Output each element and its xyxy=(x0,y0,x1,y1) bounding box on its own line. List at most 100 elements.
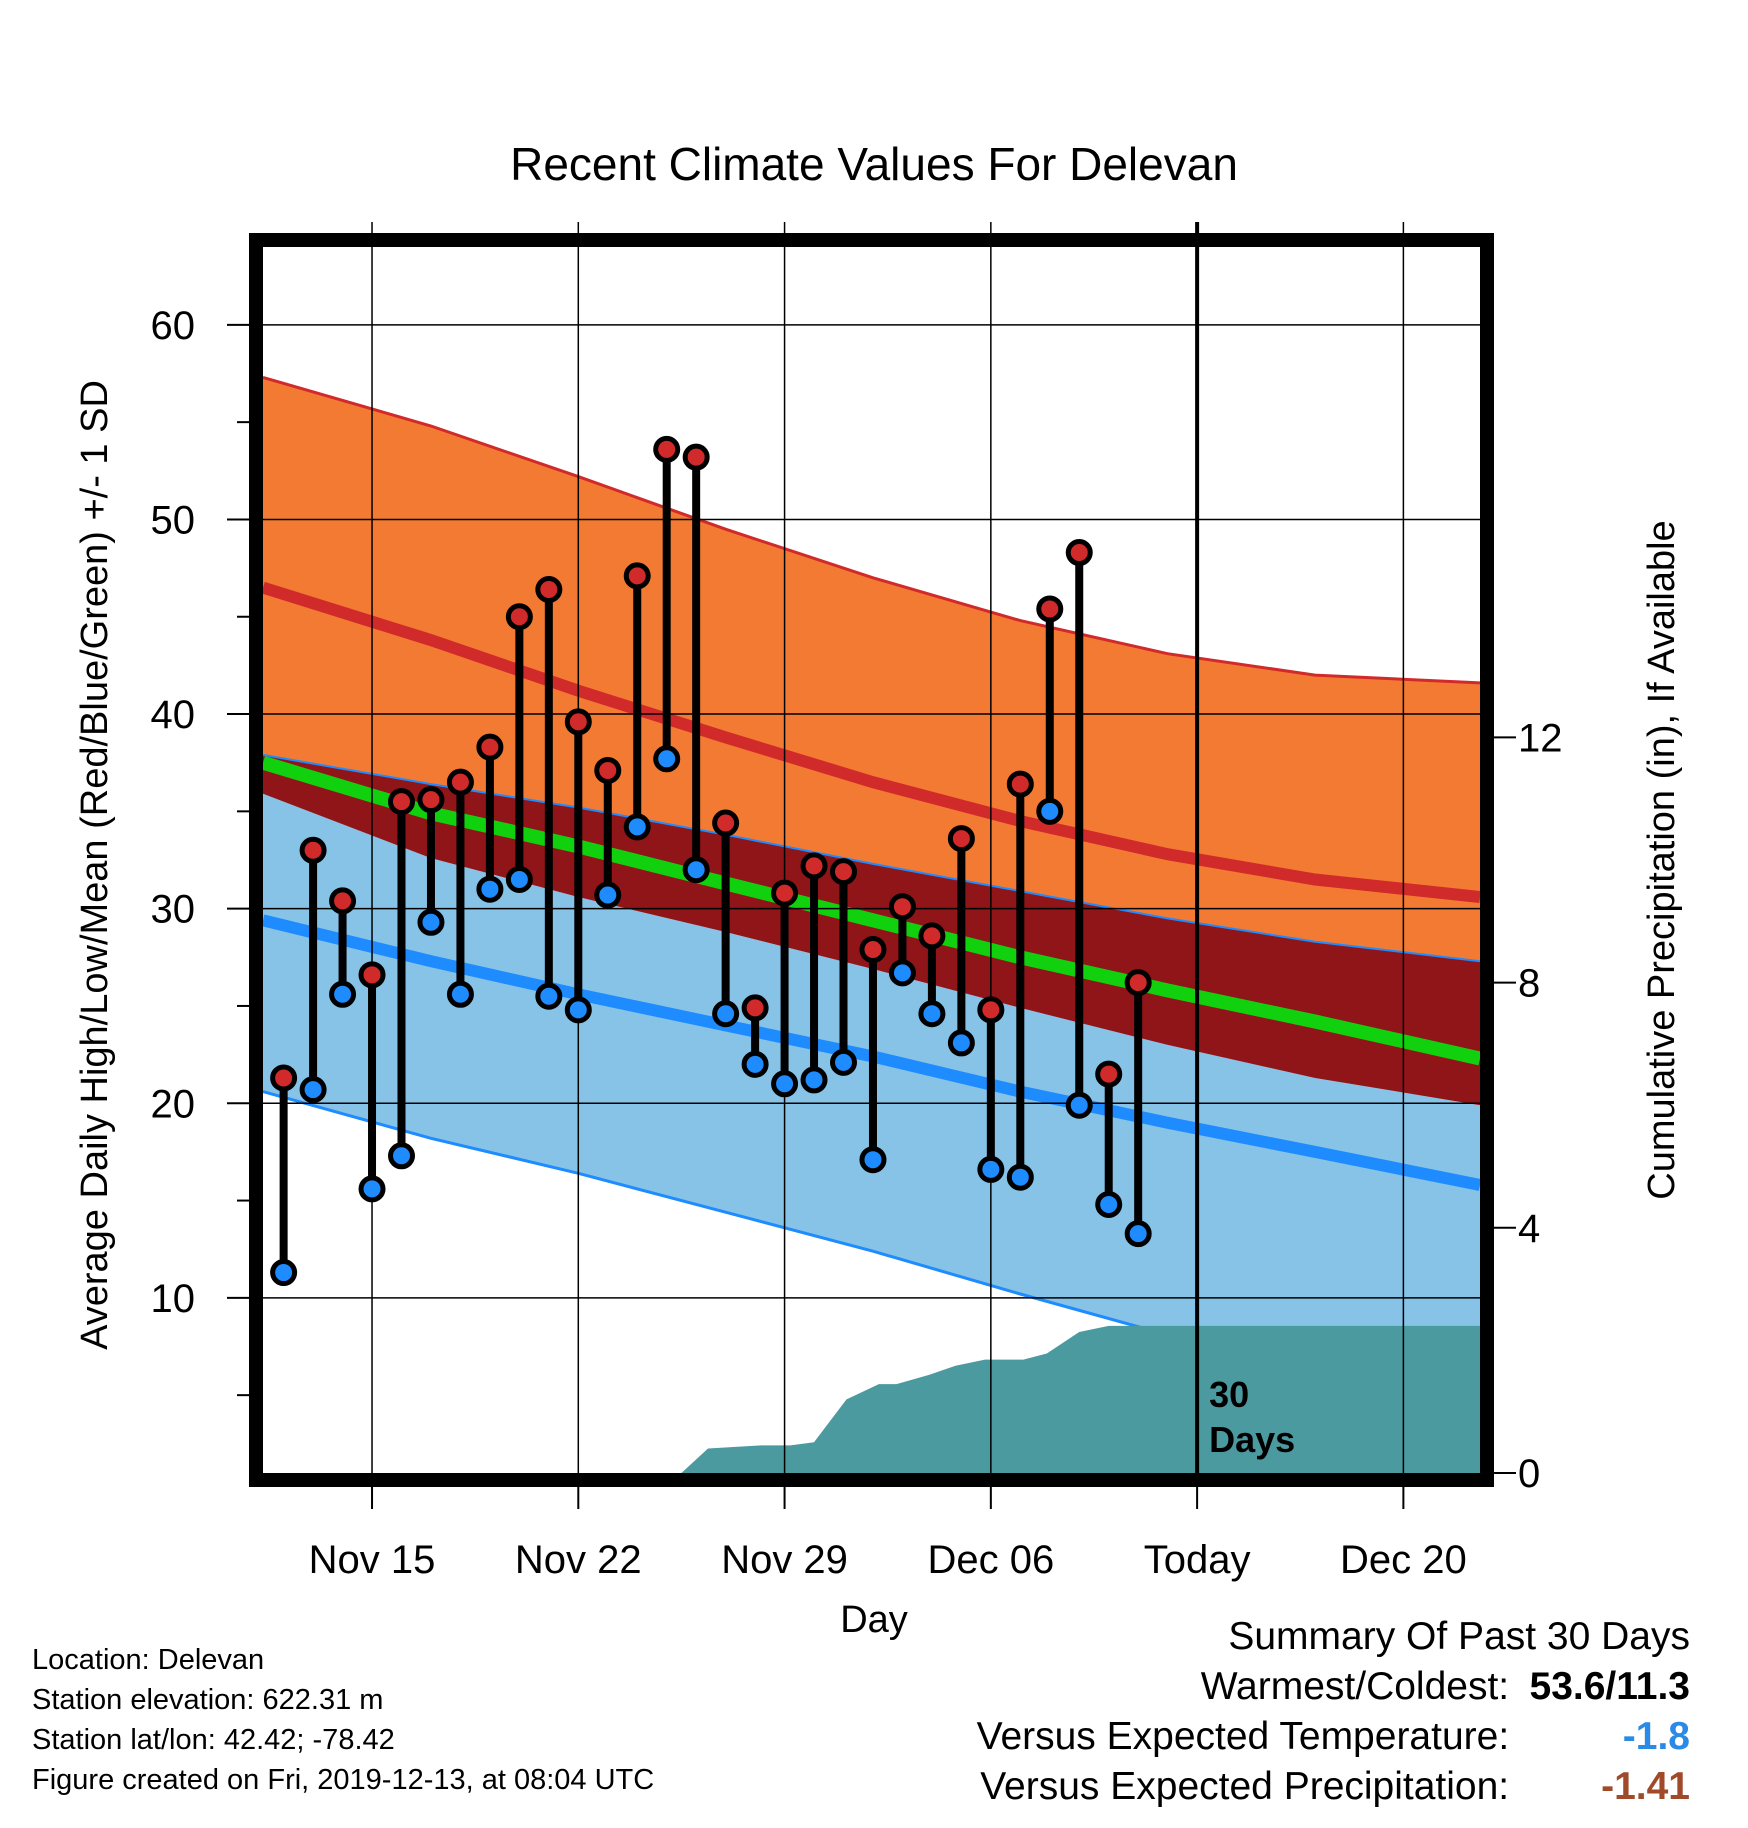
x-tick-label: Dec 06 xyxy=(927,1538,1054,1582)
high-point xyxy=(1124,969,1152,997)
high-point xyxy=(741,994,769,1022)
low-point xyxy=(387,1142,415,1170)
low-point xyxy=(653,745,681,773)
high-point xyxy=(476,733,504,761)
precip-label: Versus Expected Precipitation: xyxy=(980,1765,1510,1808)
high-point xyxy=(299,836,327,864)
plot-frame xyxy=(249,233,1494,1487)
high-point xyxy=(977,996,1005,1024)
high-point xyxy=(859,936,887,964)
low-point xyxy=(476,875,504,903)
info-latlon: Station lat/lon: 42.42; -78.42 xyxy=(32,1724,395,1756)
precip-area xyxy=(263,1325,1480,1473)
plot-area xyxy=(263,375,1480,1473)
low-point xyxy=(623,813,651,841)
summary-precip: Versus Expected Precipitation: -1.41 xyxy=(977,1762,1690,1812)
y-tick-label: 60 xyxy=(151,304,196,348)
summary-panel: Summary Of Past 30 Days Warmest/Coldest:… xyxy=(977,1612,1690,1812)
low-point xyxy=(682,856,710,884)
y2-tick-label: 12 xyxy=(1518,716,1563,760)
x-tick-label: Nov 15 xyxy=(309,1538,436,1582)
window-label-line2: Days xyxy=(1209,1419,1295,1460)
high-point xyxy=(918,922,946,950)
high-point xyxy=(594,756,622,784)
low-point xyxy=(505,865,533,893)
high-lower-line xyxy=(263,753,1480,963)
high-point xyxy=(387,788,415,816)
window-label-line1: 30 xyxy=(1209,1374,1249,1415)
high-point xyxy=(947,825,975,853)
high-point xyxy=(1095,1060,1123,1088)
high-point xyxy=(270,1064,298,1092)
high-point xyxy=(329,887,357,915)
y-tick-label: 30 xyxy=(151,888,196,932)
low-point xyxy=(446,980,474,1008)
high-sd-band xyxy=(263,377,1480,962)
high-point xyxy=(535,576,563,604)
temp-value: -1.8 xyxy=(1622,1715,1690,1758)
y-tick-label: 50 xyxy=(151,498,196,542)
low-point xyxy=(741,1050,769,1078)
x-axis-label: Day xyxy=(840,1599,908,1641)
high-point xyxy=(505,603,533,631)
low-point xyxy=(1065,1091,1093,1119)
expected-mean-line xyxy=(263,755,1480,1066)
high-point xyxy=(682,443,710,471)
info-created: Figure created on Fri, 2019-12-13, at 08… xyxy=(32,1764,655,1796)
warm-cold-label: Warmest/Coldest: xyxy=(1200,1665,1510,1708)
high-point xyxy=(1036,595,1064,623)
y2-tick-label: 0 xyxy=(1518,1452,1540,1496)
high-point xyxy=(800,852,828,880)
low-point xyxy=(888,959,916,987)
x-tick-label: Nov 29 xyxy=(721,1538,848,1582)
station-info: Location: Delevan Station elevation: 622… xyxy=(32,1640,654,1800)
high-point xyxy=(712,809,740,837)
low-point xyxy=(947,1029,975,1057)
high-point xyxy=(1006,770,1034,798)
low-point xyxy=(977,1155,1005,1183)
low-point xyxy=(417,908,445,936)
high-point xyxy=(771,879,799,907)
y2-axis-label: Cumulative Precipitation (in), If Availa… xyxy=(1641,520,1683,1199)
low-point xyxy=(1124,1220,1152,1248)
chart-title: Recent Climate Values For Delevan xyxy=(510,138,1238,190)
low-point xyxy=(358,1175,386,1203)
high-upper-line xyxy=(263,375,1480,685)
high-point xyxy=(358,961,386,989)
low-point xyxy=(535,982,563,1010)
low-point xyxy=(1095,1190,1123,1218)
y-axis-label: Average Daily High/Low/Mean (Red/Blue/Gr… xyxy=(74,380,116,1350)
y-tick-label: 10 xyxy=(151,1277,196,1321)
low-point xyxy=(270,1259,298,1287)
y2-tick-label: 8 xyxy=(1518,962,1540,1006)
precip-value: -1.41 xyxy=(1601,1765,1690,1808)
info-elevation: Station elevation: 622.31 m xyxy=(32,1684,384,1716)
high-point xyxy=(564,708,592,736)
temp-label: Versus Expected Temperature: xyxy=(976,1715,1510,1758)
low-point xyxy=(800,1066,828,1094)
expected-high-line xyxy=(263,581,1480,903)
high-point xyxy=(653,435,681,463)
high-point xyxy=(830,858,858,886)
x-tick-label: Nov 22 xyxy=(515,1538,642,1582)
high-point xyxy=(888,893,916,921)
low-point xyxy=(299,1076,327,1104)
y-tick-label: 20 xyxy=(151,1082,196,1126)
low-point xyxy=(859,1146,887,1174)
low-point xyxy=(1036,797,1064,825)
low-point xyxy=(1006,1163,1034,1191)
info-location: Location: Delevan xyxy=(32,1644,265,1676)
low-point xyxy=(830,1048,858,1076)
y-tick-label: 40 xyxy=(151,693,196,737)
x-tick-label: Dec 20 xyxy=(1340,1538,1467,1582)
high-point xyxy=(1065,539,1093,567)
low-point xyxy=(564,996,592,1024)
high-point xyxy=(623,562,651,590)
warm-cold-value: 53.6/11.3 xyxy=(1529,1665,1691,1708)
high-point xyxy=(417,786,445,814)
low-point xyxy=(329,980,357,1008)
summary-heading: Summary Of Past 30 Days xyxy=(1228,1615,1690,1658)
low-point xyxy=(712,1000,740,1028)
x-tick-label: Today xyxy=(1144,1538,1251,1582)
